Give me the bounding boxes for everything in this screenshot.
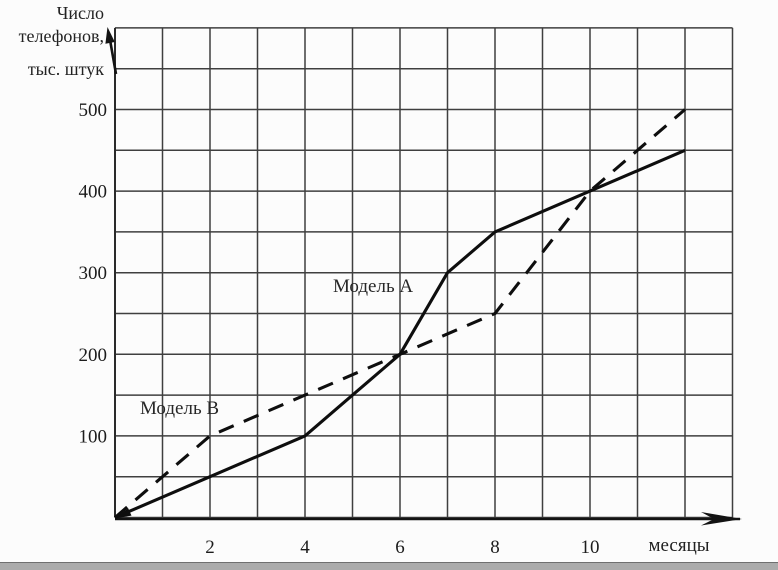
grid [114,27,734,519]
x-tick-label: 10 [581,537,600,558]
x-axis-title: месяцы [648,535,710,556]
x-tick-label: 2 [205,537,215,558]
y-tick-label: 500 [79,100,108,121]
y-axis-arrowhead-icon [105,27,115,44]
y-tick-label: 400 [79,182,108,203]
y-axis-title-line-2: телефонов, [18,26,104,46]
series-a-label: Модель А [333,276,414,297]
series-lines [113,108,687,519]
x-tick-label: 6 [395,537,405,558]
y-axis-title-line-1: Число [56,3,104,23]
x-axis-arrowhead-icon [701,512,742,526]
y-tick-label: 200 [79,345,108,366]
tick-labels: 100 200 300 400 500 2 4 6 8 10 [79,100,600,558]
x-tick-label: 8 [490,537,500,558]
axes [105,27,742,526]
y-tick-label: 300 [79,263,108,284]
bottom-border-strip [0,562,778,570]
series-b-label: Модель В [140,398,220,419]
x-tick-label: 4 [300,537,310,558]
y-tick-label: 100 [79,426,108,447]
series-b-line [113,108,687,519]
y-axis-title-line-3: тыс. штук [27,59,104,79]
